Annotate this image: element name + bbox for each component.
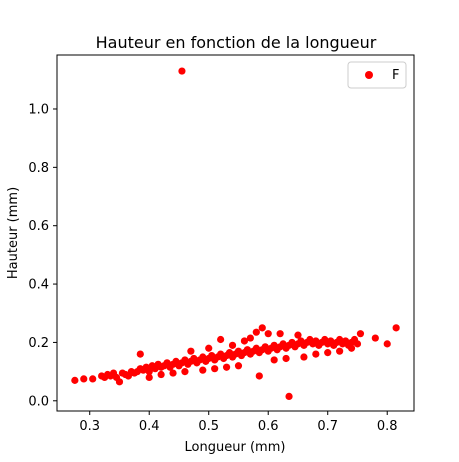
x-tick-label: 0.4	[139, 419, 160, 434]
legend: F	[348, 62, 406, 88]
data-point	[178, 67, 185, 74]
y-tick-label: 0.4	[28, 278, 49, 293]
x-tick-label: 0.3	[79, 419, 100, 434]
legend-marker-f	[365, 71, 373, 79]
y-tick-label: 0.6	[28, 219, 49, 234]
data-point	[205, 345, 212, 352]
y-axis-label: Hauteur (mm)	[6, 187, 21, 279]
y-axis: 0.0 0.2 0.4 0.6 0.8 1.0	[28, 102, 57, 409]
data-point	[158, 371, 165, 378]
data-point	[80, 375, 87, 382]
plot-area	[71, 67, 400, 400]
legend-label-f: F	[392, 68, 399, 83]
data-point	[235, 362, 242, 369]
data-point	[223, 364, 230, 371]
data-point	[265, 330, 272, 337]
data-point	[256, 372, 263, 379]
y-tick-label: 0.2	[28, 336, 49, 351]
data-point	[384, 340, 391, 347]
data-point	[277, 330, 284, 337]
data-point	[312, 351, 319, 358]
x-tick-label: 0.8	[377, 419, 398, 434]
x-tick-label: 0.5	[198, 419, 219, 434]
data-point	[348, 345, 355, 352]
data-point	[229, 342, 236, 349]
chart-title: Hauteur en fonction de la longueur	[96, 33, 377, 52]
x-tick-label: 0.6	[258, 419, 279, 434]
data-point	[393, 324, 400, 331]
data-point	[71, 377, 78, 384]
data-point	[253, 329, 260, 336]
data-point	[199, 367, 206, 374]
data-point	[354, 340, 361, 347]
data-point	[211, 365, 218, 372]
data-point	[169, 369, 176, 376]
x-axis: 0.3 0.4 0.5 0.6 0.7 0.8	[79, 411, 397, 434]
data-point	[271, 356, 278, 363]
data-point	[217, 336, 224, 343]
data-point	[324, 349, 331, 356]
data-point	[247, 334, 254, 341]
y-tick-label: 0.0	[28, 394, 49, 409]
data-point	[259, 324, 266, 331]
data-point	[294, 332, 301, 339]
x-tick-label: 0.7	[317, 419, 338, 434]
data-point	[146, 374, 153, 381]
y-tick-label: 1.0	[28, 102, 49, 117]
data-point	[357, 330, 364, 337]
data-point	[282, 355, 289, 362]
data-point	[372, 334, 379, 341]
data-point	[300, 353, 307, 360]
y-tick-label: 0.8	[28, 161, 49, 176]
data-point	[181, 368, 188, 375]
data-point	[187, 348, 194, 355]
data-point	[137, 351, 144, 358]
data-point	[336, 348, 343, 355]
data-point	[285, 393, 292, 400]
data-point	[89, 375, 96, 382]
data-point	[116, 378, 123, 385]
x-axis-label: Longueur (mm)	[185, 440, 286, 455]
